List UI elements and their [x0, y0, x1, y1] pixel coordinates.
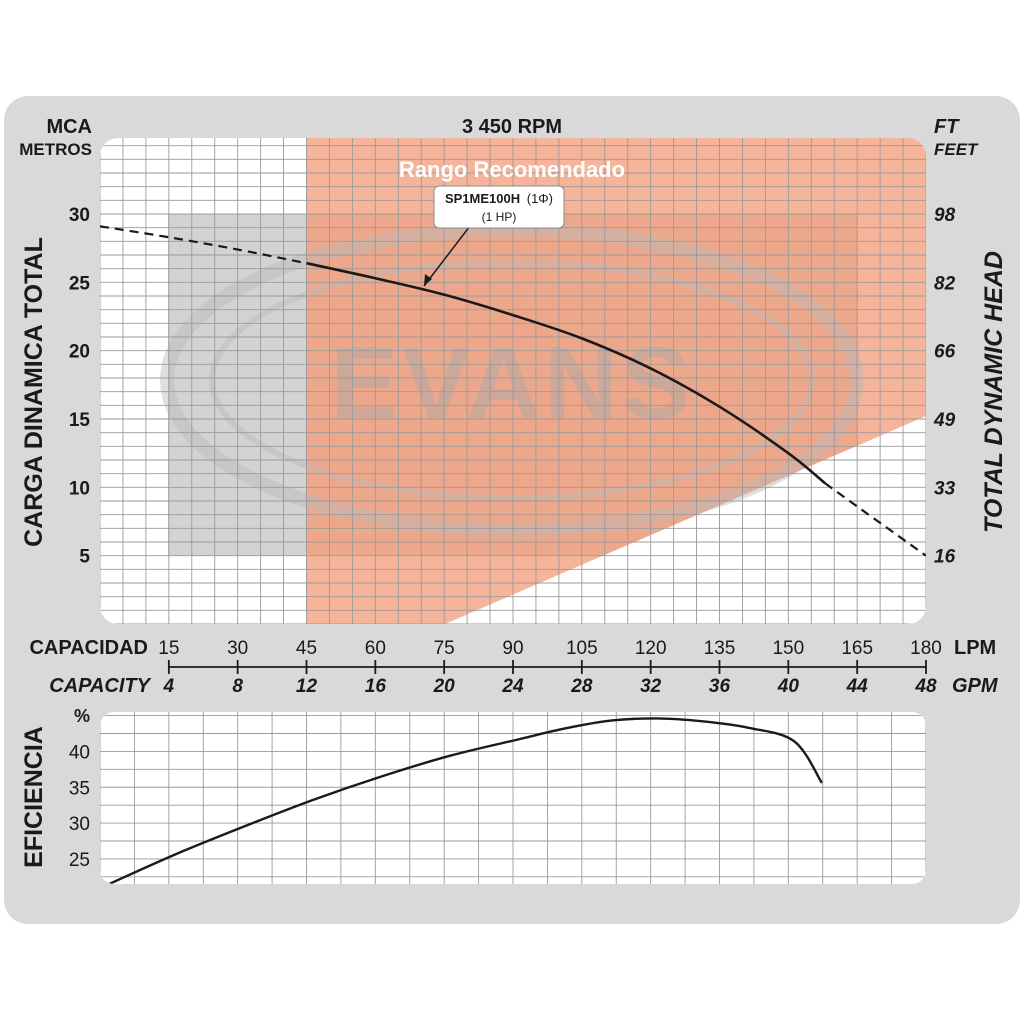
- y-tick-left: 5: [79, 547, 90, 568]
- x-tick-gpm: 32: [640, 676, 662, 697]
- y-tick-left: 15: [69, 410, 91, 431]
- y-tick-right: 82: [934, 273, 956, 294]
- head-curve-group: [100, 225, 926, 557]
- efficiency-curve: [105, 717, 823, 884]
- x-tick-lpm: 135: [704, 638, 736, 659]
- head-grid: [100, 138, 926, 624]
- watermark-text: EVANS: [330, 326, 694, 440]
- svg-text:SP1ME100H (1Φ): SP1ME100H (1Φ): [445, 191, 553, 206]
- model-power: (1 HP): [482, 210, 517, 224]
- x-tick-gpm: 20: [433, 676, 456, 697]
- x-tick-lpm: 120: [635, 638, 667, 659]
- left-unit-top: MCA: [46, 116, 92, 138]
- left-unit-bottom: METROS: [19, 140, 92, 159]
- x-tick-lpm: 90: [502, 638, 523, 659]
- x-tick-lpm: 60: [365, 638, 386, 659]
- non-recommended-shade: [168, 214, 306, 556]
- efficiency-curve-group: [105, 717, 823, 884]
- x-label-gpm: CAPACITY: [49, 675, 151, 697]
- head-chart: EVANS Rango Recomendado SP1ME100H (1Φ) (…: [19, 116, 1008, 624]
- recommended-range-label: Rango Recomendado: [399, 157, 625, 182]
- efficiency-y-tick: 40: [69, 742, 90, 763]
- model-callout: SP1ME100H (1Φ) (1 HP): [423, 185, 565, 287]
- capacity-axis: CAPACIDAD LPM CAPACITY GPM 1543084512601…: [29, 637, 998, 697]
- x-unit-gpm: GPM: [952, 675, 999, 697]
- y-tick-right: 98: [934, 205, 956, 226]
- model-phase: (1Φ): [527, 191, 553, 206]
- y-tick-right: 16: [934, 547, 956, 568]
- efficiency-grid: [100, 712, 926, 884]
- y-tick-left: 25: [69, 273, 91, 294]
- y-axis-title-right: TOTAL DYNAMIC HEAD: [980, 251, 1008, 533]
- efficiency-y-tick: 30: [69, 814, 90, 835]
- x-tick-gpm: 28: [570, 676, 593, 697]
- efficiency-y-ticks: 25 30 35 40: [69, 742, 90, 871]
- efficiency-unit: %: [74, 706, 90, 726]
- y-tick-left: 20: [69, 342, 90, 363]
- efficiency-y-tick: 25: [69, 850, 90, 871]
- evans-watermark: EVANS: [160, 223, 864, 537]
- x-tick-gpm: 24: [501, 676, 524, 697]
- x-tick-lpm: 30: [227, 638, 248, 659]
- chart-title: 3 450 RPM: [462, 116, 562, 138]
- y-tick-right: 49: [933, 410, 956, 431]
- x-tick-lpm: 180: [910, 638, 942, 659]
- efficiency-axis-title: EFICIENCIA: [20, 726, 48, 868]
- x-tick-lpm: 165: [841, 638, 873, 659]
- x-tick-gpm: 8: [232, 676, 243, 697]
- head-y-ticks: 5 16 10 33 15 49 20 66 25 82 30 98: [69, 205, 956, 568]
- x-tick-lpm: 45: [296, 638, 317, 659]
- y-tick-right: 66: [934, 342, 956, 363]
- x-tick-lpm: 150: [772, 638, 804, 659]
- x-tick-gpm: 36: [709, 676, 731, 697]
- callout-box: [433, 185, 565, 229]
- x-tick-gpm: 16: [365, 676, 387, 697]
- head-curve-dashed-left: [100, 225, 307, 265]
- head-curve-solid: [306, 261, 826, 485]
- efficiency-chart: % EFICIENCIA 25 30 35 40: [20, 706, 926, 884]
- y-tick-right: 33: [934, 478, 956, 499]
- x-unit-lpm: LPM: [954, 637, 996, 659]
- x-tick-gpm: 12: [296, 676, 318, 697]
- x-tick-lpm: 105: [566, 638, 598, 659]
- y-tick-left: 10: [69, 478, 90, 499]
- capacity-ticks: 15 4 30 8 45 12 60 16 75 20 90 24 105 28 120 32 135 36 150…: [158, 638, 942, 697]
- x-tick-lpm: 75: [434, 638, 455, 659]
- model-label: SP1ME100H: [445, 191, 520, 206]
- y-tick-left: 30: [69, 205, 90, 226]
- callout-arrowhead: [424, 274, 432, 286]
- x-tick-gpm: 4: [163, 676, 175, 697]
- y-axis-title-left: CARGA DINAMICA TOTAL: [20, 237, 48, 547]
- right-unit-top: FT: [934, 116, 960, 138]
- head-curve-dashed-right: [824, 482, 926, 557]
- efficiency-y-tick: 35: [69, 778, 90, 799]
- x-tick-gpm: 48: [914, 676, 937, 697]
- x-tick-lpm: 15: [158, 638, 179, 659]
- right-unit-bottom: FEET: [934, 140, 979, 159]
- x-label-lpm: CAPACIDAD: [29, 637, 148, 659]
- callout-leader: [423, 225, 471, 287]
- x-tick-gpm: 44: [846, 676, 869, 697]
- x-tick-gpm: 40: [777, 676, 800, 697]
